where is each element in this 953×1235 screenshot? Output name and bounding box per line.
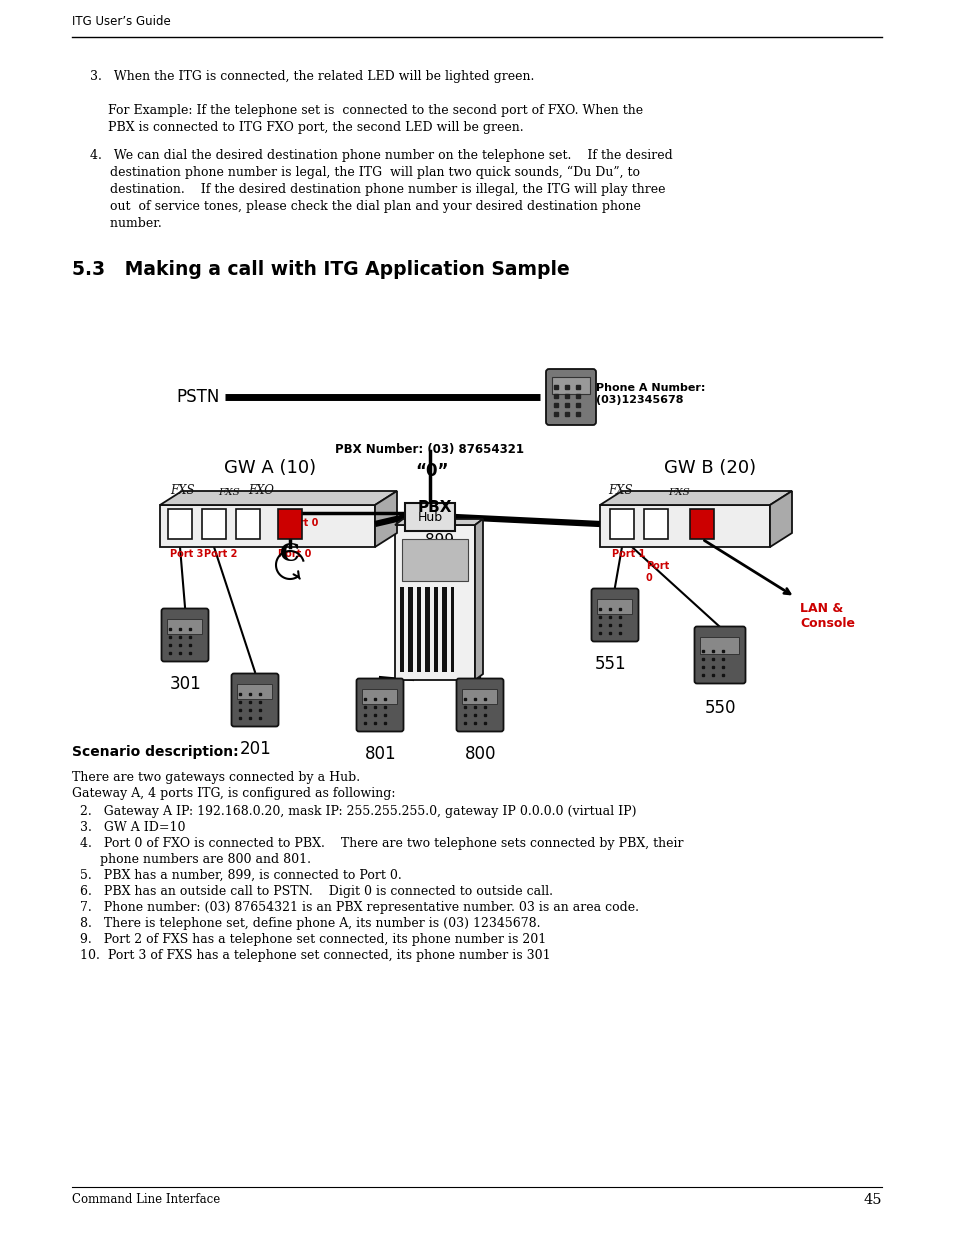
Text: “0”: “0” (415, 462, 448, 480)
FancyBboxPatch shape (552, 378, 589, 394)
Polygon shape (160, 492, 396, 505)
Text: 801: 801 (365, 745, 396, 763)
Text: PBX: PBX (417, 500, 452, 515)
FancyBboxPatch shape (597, 599, 632, 614)
FancyBboxPatch shape (609, 509, 634, 538)
FancyBboxPatch shape (438, 587, 440, 672)
Text: Port 0: Port 0 (277, 550, 311, 559)
Text: 2.   Gateway A IP: 192.168.0.20, mask IP: 255.255.255.0, gateway IP 0.0.0.0 (vir: 2. Gateway A IP: 192.168.0.20, mask IP: … (80, 805, 636, 818)
Text: Port 3: Port 3 (170, 550, 203, 559)
Text: PSTN: PSTN (176, 388, 220, 406)
Text: PBX Number: (03) 87654321: PBX Number: (03) 87654321 (335, 443, 524, 456)
Text: Phone A Number:
(03)12345678: Phone A Number: (03)12345678 (596, 383, 704, 405)
Text: FXO: FXO (248, 484, 274, 496)
Text: 899: 899 (424, 534, 454, 548)
FancyBboxPatch shape (689, 509, 713, 538)
Text: destination phone number is legal, the ITG  will plan two quick sounds, “Du Du”,: destination phone number is legal, the I… (90, 165, 639, 179)
Polygon shape (769, 492, 791, 547)
FancyBboxPatch shape (401, 538, 468, 580)
FancyBboxPatch shape (235, 509, 260, 538)
FancyBboxPatch shape (441, 587, 447, 672)
Text: 5.   PBX has a number, 899, is connected to Port 0.: 5. PBX has a number, 899, is connected t… (80, 869, 401, 882)
FancyBboxPatch shape (399, 587, 403, 672)
Polygon shape (395, 519, 482, 525)
FancyBboxPatch shape (356, 678, 403, 731)
Text: Gateway A, 4 ports ITG, is configured as following:: Gateway A, 4 ports ITG, is configured as… (71, 787, 395, 800)
FancyBboxPatch shape (405, 587, 407, 672)
Text: 8.   There is telephone set, define phone A, its number is (03) 12345678.: 8. There is telephone set, define phone … (80, 918, 540, 930)
FancyBboxPatch shape (545, 369, 596, 425)
Text: phone numbers are 800 and 801.: phone numbers are 800 and 801. (80, 853, 311, 866)
Text: There are two gateways connected by a Hub.: There are two gateways connected by a Hu… (71, 771, 359, 784)
FancyBboxPatch shape (168, 619, 202, 634)
Text: 201: 201 (240, 740, 272, 758)
FancyBboxPatch shape (455, 587, 456, 672)
FancyBboxPatch shape (434, 587, 437, 672)
FancyBboxPatch shape (202, 509, 226, 538)
FancyBboxPatch shape (591, 589, 638, 641)
FancyBboxPatch shape (237, 683, 273, 699)
FancyBboxPatch shape (694, 626, 744, 683)
Text: Port 1: Port 1 (612, 550, 644, 559)
Text: 5.3   Making a call with ITG Application Sample: 5.3 Making a call with ITG Application S… (71, 261, 569, 279)
FancyBboxPatch shape (700, 637, 739, 653)
Text: 4.   Port 0 of FXO is connected to PBX.    There are two telephone sets connecte: 4. Port 0 of FXO is connected to PBX. Th… (80, 837, 682, 850)
FancyBboxPatch shape (424, 587, 430, 672)
FancyBboxPatch shape (431, 587, 433, 672)
FancyBboxPatch shape (462, 688, 497, 704)
FancyBboxPatch shape (451, 587, 454, 672)
Text: Scenario description:: Scenario description: (71, 745, 238, 760)
Text: out  of service tones, please check the dial plan and your desired destination p: out of service tones, please check the d… (90, 200, 640, 212)
Text: 550: 550 (704, 699, 736, 718)
Text: 6.   PBX has an outside call to PSTN.    Digit 0 is connected to outside call.: 6. PBX has an outside call to PSTN. Digi… (80, 885, 553, 898)
FancyBboxPatch shape (395, 525, 475, 680)
Text: 800: 800 (464, 745, 496, 763)
Text: C: C (280, 542, 299, 566)
Text: Port 0: Port 0 (285, 517, 318, 529)
Text: Command Line Interface: Command Line Interface (71, 1193, 220, 1207)
Text: destination.    If the desired destination phone number is illegal, the ITG will: destination. If the desired destination … (90, 183, 665, 196)
FancyBboxPatch shape (161, 609, 209, 662)
Polygon shape (375, 492, 396, 547)
FancyBboxPatch shape (421, 587, 423, 672)
FancyBboxPatch shape (448, 587, 450, 672)
FancyBboxPatch shape (277, 509, 302, 538)
Text: For Example: If the telephone set is  connected to the second port of FXO. When : For Example: If the telephone set is con… (108, 104, 642, 117)
Text: FXS: FXS (667, 488, 689, 496)
Polygon shape (475, 519, 482, 680)
Text: GW A (10): GW A (10) (224, 459, 315, 477)
Text: 4.   We can dial the desired destination phone number on the telephone set.    I: 4. We can dial the desired destination p… (90, 149, 672, 162)
Text: 3.   GW A ID=10: 3. GW A ID=10 (80, 821, 185, 834)
FancyBboxPatch shape (408, 587, 413, 672)
FancyBboxPatch shape (362, 688, 397, 704)
FancyBboxPatch shape (599, 505, 769, 547)
Text: FXS: FXS (170, 484, 194, 496)
FancyBboxPatch shape (643, 509, 667, 538)
Text: Port 2: Port 2 (204, 550, 237, 559)
Text: number.: number. (90, 217, 162, 230)
Text: ITG User’s Guide: ITG User’s Guide (71, 15, 171, 28)
Text: GW B (20): GW B (20) (663, 459, 756, 477)
Text: 45: 45 (862, 1193, 882, 1207)
Text: Port
0: Port 0 (645, 561, 669, 583)
FancyBboxPatch shape (456, 678, 503, 731)
FancyBboxPatch shape (416, 587, 420, 672)
Text: 10.  Port 3 of FXS has a telephone set connected, its phone number is 301: 10. Port 3 of FXS has a telephone set co… (80, 948, 550, 962)
Text: 9.   Port 2 of FXS has a telephone set connected, its phone number is 201: 9. Port 2 of FXS has a telephone set con… (80, 932, 546, 946)
Text: Hub: Hub (417, 510, 442, 524)
Text: 3.   When the ITG is connected, the related LED will be lighted green.: 3. When the ITG is connected, the relate… (90, 70, 534, 83)
Text: LAN &
Console: LAN & Console (800, 601, 854, 630)
Text: 7.   Phone number: (03) 87654321 is an PBX representative number. 03 is an area : 7. Phone number: (03) 87654321 is an PBX… (80, 902, 639, 914)
FancyBboxPatch shape (414, 587, 416, 672)
FancyBboxPatch shape (405, 503, 455, 531)
FancyBboxPatch shape (160, 505, 375, 547)
Text: FXS: FXS (218, 488, 239, 496)
FancyBboxPatch shape (168, 509, 192, 538)
Text: PBX is connected to ITG FXO port, the second LED will be green.: PBX is connected to ITG FXO port, the se… (108, 121, 523, 135)
Text: FXS: FXS (607, 484, 632, 496)
Text: 551: 551 (595, 655, 626, 673)
Text: 301: 301 (170, 676, 201, 693)
FancyBboxPatch shape (232, 673, 278, 726)
Polygon shape (599, 492, 791, 505)
